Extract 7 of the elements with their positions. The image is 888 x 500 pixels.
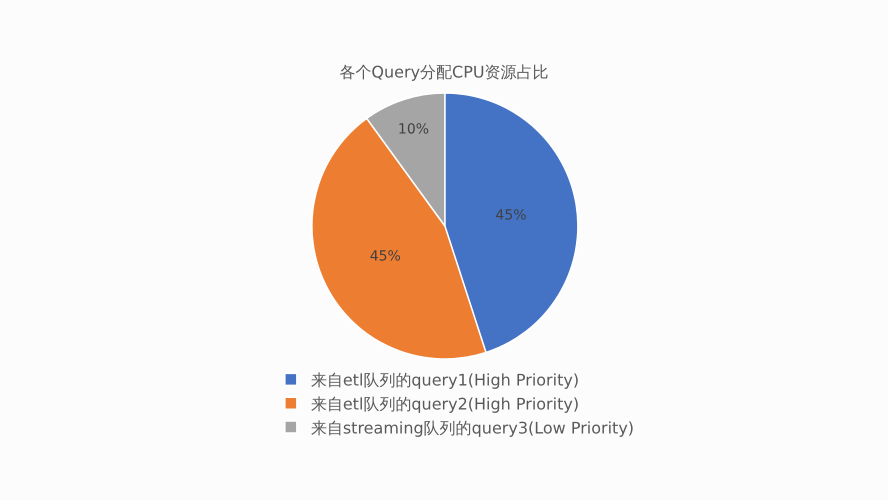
data-label: 10% bbox=[398, 121, 430, 138]
data-label: 45% bbox=[495, 208, 527, 224]
legend-label: 来自etl队列的query2(High Priority) bbox=[310, 394, 580, 414]
data-label: 45% bbox=[370, 248, 401, 264]
chart-title: 各个Query分配CPU资源占比 bbox=[339, 62, 549, 82]
legend-label: 来自streaming队列的query3(Low Priority) bbox=[310, 418, 634, 438]
legend-label: 来自etl队列的query1(High Priority) bbox=[310, 370, 580, 390]
